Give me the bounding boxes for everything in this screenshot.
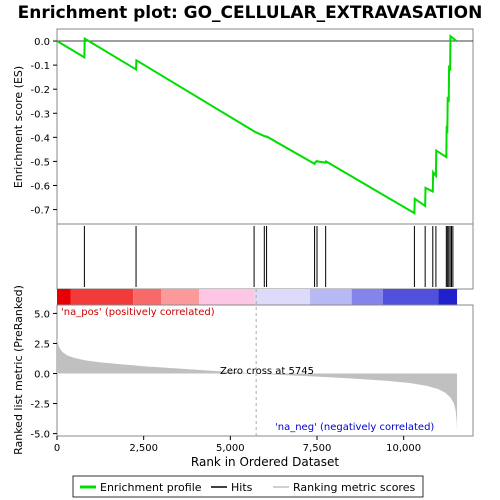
es-y-tick-label: -0.4 — [30, 133, 50, 144]
ranked-metric-x-axis: 0 2,500 5,000 7,500 10,000 — [54, 436, 421, 454]
x-tick-label: 5,000 — [216, 443, 245, 454]
colorbar-segment — [254, 289, 311, 305]
es-y-tick-label: -0.7 — [30, 206, 50, 217]
colorbar-segment — [438, 289, 458, 305]
es-y-tick-label: -0.2 — [30, 85, 50, 96]
metric-y-tick-label: 0.0 — [34, 370, 50, 381]
legend: Enrichment profile Hits Ranking metric s… — [72, 475, 424, 498]
legend-hits-label: Hits — [231, 481, 253, 494]
colorbar-segment — [351, 289, 383, 305]
es-y-tick-label: 0.0 — [34, 37, 50, 48]
ranked-metric-y-axis-label: Ranked list metric (PreRanked) — [12, 285, 25, 455]
enrichment-plot-frame — [56, 28, 474, 225]
colorbar-segment — [70, 289, 134, 305]
rank-colorbar — [57, 289, 458, 305]
negative-correlation-label: 'na_neg' (negatively correlated) — [275, 422, 434, 433]
hits-panel — [56, 223, 474, 290]
metric-y-tick-label: -5.0 — [30, 430, 50, 441]
legend-enrichment-label: Enrichment profile — [100, 481, 202, 494]
metric-y-tick-label: -2.5 — [30, 400, 50, 411]
es-y-tick-label: -0.1 — [30, 61, 50, 72]
colorbar-segment — [199, 289, 255, 305]
colorbar-segment — [133, 289, 161, 305]
es-y-tick-label: -0.3 — [30, 109, 50, 120]
colorbar-segment — [57, 289, 71, 305]
es-y-tick-label: -0.6 — [30, 181, 50, 192]
hit-markers — [83, 226, 454, 287]
chart-title: Enrichment plot: GO_CELLULAR_EXTRAVASATI… — [18, 3, 483, 23]
metric-y-tick-label: 2.5 — [34, 339, 50, 350]
es-y-tick-label: -0.5 — [30, 157, 50, 168]
positive-correlation-label: 'na_pos' (positively correlated) — [61, 307, 215, 318]
ranked-metric-y-axis: 5.0 2.5 0.0 -2.5 -5.0 — [30, 309, 57, 441]
legend-frame — [72, 475, 424, 498]
legend-ranking-label: Ranking metric scores — [293, 481, 415, 494]
x-tick-label: 2,500 — [129, 443, 158, 454]
x-tick-label: 7,500 — [303, 443, 332, 454]
hits-frame — [56, 223, 474, 290]
enrichment-y-axis: 0.0 -0.1 -0.2 -0.3 -0.4 -0.5 -0.6 -0.7 — [30, 37, 57, 217]
enrichment-y-axis-label: Enrichment score (ES) — [12, 66, 25, 188]
x-axis-label: Rank in Ordered Dataset — [191, 455, 339, 469]
metric-y-tick-label: 5.0 — [34, 309, 50, 320]
colorbar-segment — [382, 289, 439, 305]
enrichment-panel: 0.0 -0.1 -0.2 -0.3 -0.4 -0.5 -0.6 -0.7 Enrichme… — [12, 28, 474, 225]
ranked-metric-panel: 5.0 2.5 0.0 -2.5 -5.0 0 2,500 5,000 7,500 10,000… — [12, 285, 474, 469]
x-tick-label: 10,000 — [386, 443, 421, 454]
x-tick-label: 0 — [54, 443, 60, 454]
zero-cross-label: Zero cross at 5745 — [220, 366, 314, 377]
colorbar-segment — [161, 289, 200, 305]
colorbar-segment — [310, 289, 352, 305]
enrichment-profile-line — [56, 34, 457, 215]
